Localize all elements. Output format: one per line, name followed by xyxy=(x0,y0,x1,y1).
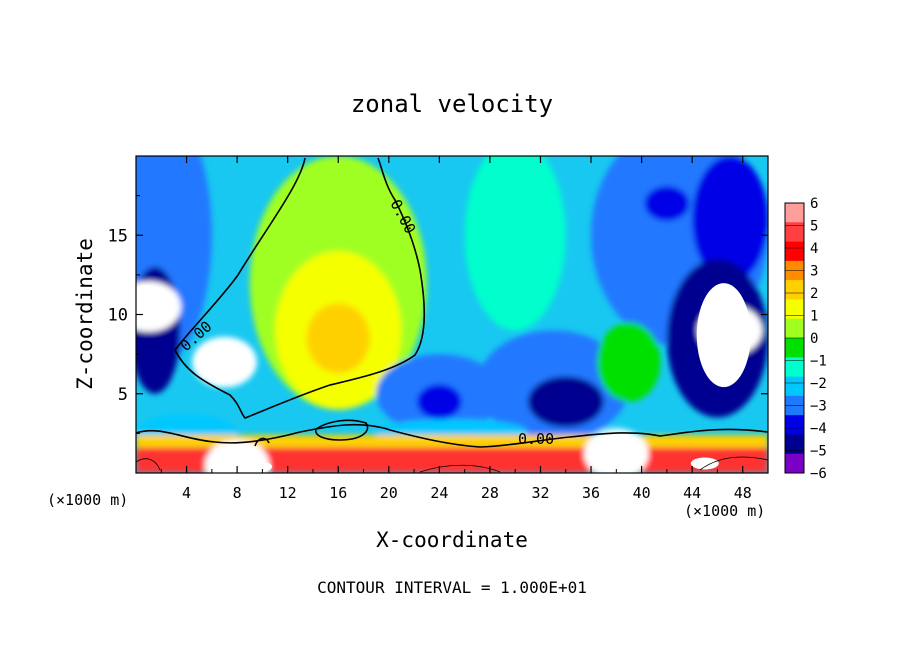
field-out-of-range-core xyxy=(218,356,237,369)
x-tick-label: 24 xyxy=(430,484,448,502)
color-bar-label: 0 xyxy=(810,331,818,347)
color-bar-label: 1 xyxy=(810,309,818,325)
y-tick-label: 5 xyxy=(118,385,128,405)
color-bar-label: −4 xyxy=(810,421,827,437)
color-bar-swatch xyxy=(785,338,804,358)
x-tick-label: 36 xyxy=(582,484,600,502)
color-bar-swatch xyxy=(785,222,804,242)
zero-contour-patch xyxy=(315,419,369,441)
color-bar-label: −3 xyxy=(810,399,827,415)
x-tick-label: 32 xyxy=(531,484,549,502)
field-out-of-range-left xyxy=(136,284,167,325)
field-out-of-range-surface-left xyxy=(240,460,273,473)
x-axis-title: X-coordinate xyxy=(376,528,528,552)
y-tick-label: 10 xyxy=(108,306,128,326)
x-tick-label: 20 xyxy=(380,484,398,502)
color-bar-label: −1 xyxy=(810,354,827,370)
color-bar-label: −6 xyxy=(810,466,827,482)
y-tick-label: 15 xyxy=(108,226,128,246)
color-bar-label: −5 xyxy=(810,444,827,460)
color-bar-swatch xyxy=(785,299,804,320)
field-feature xyxy=(417,384,462,420)
field-wash xyxy=(464,156,566,331)
color-bar: 6 5 4 3 2 1 0 −1 −2 −3 −4 −5 −6 xyxy=(784,196,827,482)
x-unit-note-right: (×1000 m) xyxy=(684,502,765,520)
field-out-of-range-right xyxy=(696,283,751,388)
color-bar-swatch xyxy=(785,357,804,377)
zero-contour-small xyxy=(254,437,270,447)
color-bar-label: 5 xyxy=(810,219,818,235)
color-bar-swatch xyxy=(785,280,804,300)
field-feature xyxy=(644,186,690,221)
x-tick-label: 12 xyxy=(279,484,297,502)
x-tick-label: 48 xyxy=(734,484,752,502)
color-bar-swatch xyxy=(785,453,804,474)
x-tick-label: 44 xyxy=(683,484,701,502)
color-bar-swatch xyxy=(785,376,804,397)
field-blobs xyxy=(136,156,768,473)
thin-contour-bottom-left xyxy=(136,458,161,471)
x-tick-label: 4 xyxy=(182,484,191,502)
field-out-of-range-surface-right xyxy=(690,457,719,470)
y-axis-ticks: 5 10 15 xyxy=(108,195,768,434)
zero-contours xyxy=(136,157,768,473)
color-bar-label: 4 xyxy=(810,241,818,257)
color-bar-label: 3 xyxy=(810,264,818,280)
contour-interval-footer: CONTOUR INTERVAL = 1.000E+01 xyxy=(317,578,587,597)
color-bar-swatch xyxy=(785,318,804,339)
field-out-of-range-surface xyxy=(588,450,645,465)
thin-contour-bottom-mid xyxy=(419,464,501,473)
zero-contour-lower xyxy=(136,423,768,448)
chart-title: zonal velocity xyxy=(351,90,553,118)
color-bar-label: −2 xyxy=(810,376,827,392)
color-bar-swatch xyxy=(785,415,804,435)
field-wash xyxy=(692,156,768,283)
field-feature xyxy=(543,388,589,424)
color-bar-swatch xyxy=(785,434,804,455)
contour-label-bottom: 0.00 xyxy=(518,430,554,448)
zero-contour-main xyxy=(174,157,426,419)
x-tick-label: 8 xyxy=(233,484,242,502)
x-tick-label: 28 xyxy=(481,484,499,502)
field-wash xyxy=(597,322,661,402)
color-bar-label: 6 xyxy=(810,196,818,212)
y-axis-title: Z-coordinate xyxy=(73,238,97,390)
color-bar-swatch xyxy=(785,203,804,223)
field-feature xyxy=(315,320,361,356)
x-tick-label: 40 xyxy=(633,484,651,502)
color-bar-swatch xyxy=(785,241,804,262)
x-axis-ticks: 4 8 12 16 20 24 28 32 36 40 44 48 xyxy=(160,156,752,502)
x-tick-label: 16 xyxy=(329,484,347,502)
field-feature xyxy=(139,170,184,206)
heatmap-field xyxy=(136,156,768,473)
thin-contour-bottom-right xyxy=(699,456,768,471)
color-bar-label: 2 xyxy=(810,286,818,302)
x-unit-note-left: (×1000 m) xyxy=(47,491,128,509)
